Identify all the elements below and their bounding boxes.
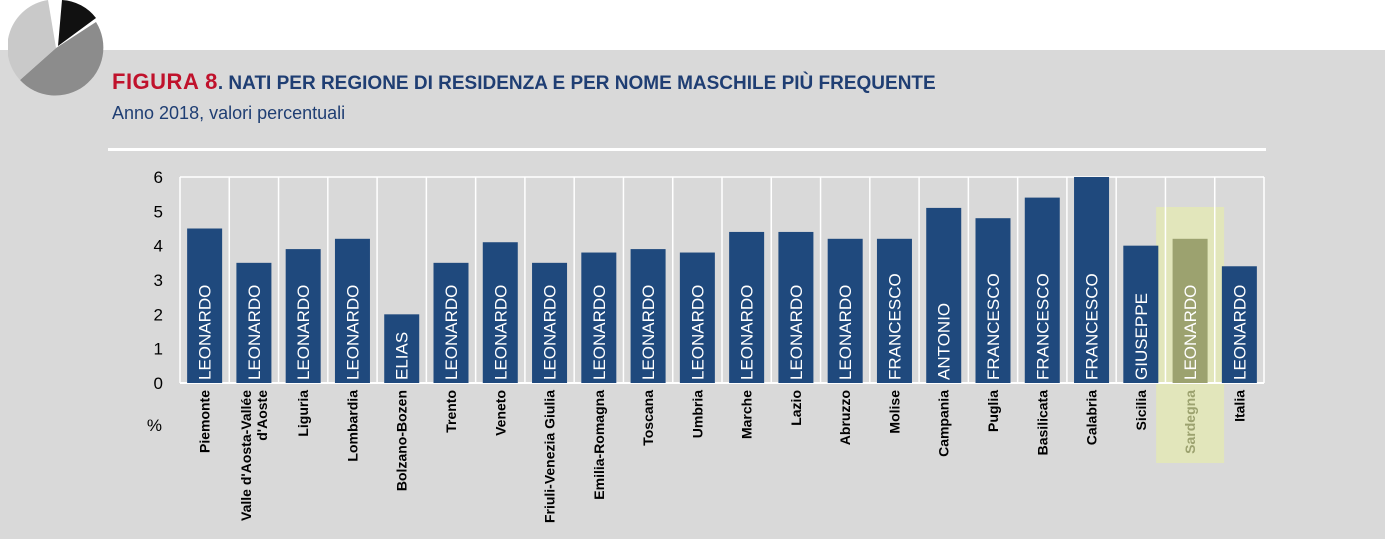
bar-molise	[876, 238, 912, 383]
y-tick-label: 6	[154, 168, 163, 187]
x-category-label: Liguria	[295, 390, 311, 437]
x-category-label: Valle d'Aosta-Vallée	[238, 390, 254, 521]
bar-name-label: LEONARDO	[541, 285, 560, 380]
x-category-label: Italia	[1231, 390, 1247, 422]
bar-name-label: LEONARDO	[738, 285, 757, 380]
bar-lombardia	[334, 238, 370, 383]
bar-name-label: LEONARDO	[442, 285, 461, 380]
x-category-label: Campania	[936, 390, 952, 457]
bar-name-label: LEONARDO	[639, 285, 658, 380]
y-tick-label: 2	[154, 305, 163, 324]
pie-logo-icon	[8, 0, 104, 96]
title-divider	[108, 148, 1266, 151]
bar-name-label: FRANCESCO	[1083, 273, 1102, 380]
bar-name-label: ELIAS	[393, 332, 412, 380]
bar-bolzano-bozen	[384, 314, 420, 383]
x-category-label: Lazio	[788, 390, 804, 426]
figure-label: FIGURA 8	[112, 69, 218, 94]
x-category-label: Sardegna	[1182, 390, 1198, 454]
x-category-label: Bolzano-Bozen	[394, 390, 410, 491]
bar-name-label: FRANCESCO	[1033, 273, 1052, 380]
x-category-label: d'Aoste	[254, 390, 270, 441]
bar-name-label: LEONARDO	[491, 285, 510, 380]
bar-valle-d-aosta-vall-e-d-aoste	[236, 262, 272, 383]
bar-name-label: LEONARDO	[787, 285, 806, 380]
bar-basilicata	[1024, 197, 1060, 383]
bar-marche	[729, 231, 765, 383]
bar-name-label: LEONARDO	[1181, 285, 1200, 380]
x-category-label: Emilia-Romagna	[591, 390, 607, 500]
y-tick-label: 4	[154, 237, 163, 256]
bar-sicilia	[1123, 245, 1159, 383]
bar-sardegna	[1172, 238, 1208, 383]
x-category-label: Umbria	[689, 390, 705, 438]
bar-puglia	[975, 218, 1011, 383]
x-category-label: Toscana	[640, 390, 656, 446]
bar-emilia-romagna	[581, 252, 617, 383]
bar-name-label: LEONARDO	[245, 285, 264, 380]
bar-name-label: LEONARDO	[1230, 285, 1249, 380]
x-category-label: Sicilia	[1133, 390, 1149, 431]
x-category-label: Basilicata	[1034, 390, 1050, 456]
figure-subtitle: Anno 2018, valori percentuali	[112, 103, 346, 123]
y-axis-label: %	[147, 416, 162, 435]
x-category-label: Abruzzo	[837, 390, 853, 445]
bar-trento	[433, 262, 469, 383]
bar-name-label: FRANCESCO	[984, 273, 1003, 380]
x-category-label: Veneto	[492, 390, 508, 436]
x-category-label: Puglia	[985, 390, 1001, 432]
bar-name-label: LEONARDO	[294, 285, 313, 380]
y-tick-label: 0	[154, 374, 163, 393]
x-category-label: Friuli-Venezia Giulia	[542, 390, 558, 523]
x-category-label: Lombardia	[344, 390, 360, 462]
figure-title-text: . NATI PER REGIONE DI RESIDENZA E PER NO…	[217, 73, 936, 94]
bar-name-label: LEONARDO	[590, 285, 609, 380]
bar-umbria	[679, 252, 715, 383]
x-category-label: Marche	[739, 390, 755, 439]
bar-abruzzo	[827, 238, 863, 383]
bar-liguria	[285, 249, 321, 383]
y-tick-label: 5	[154, 202, 163, 221]
y-tick-label: 1	[154, 340, 163, 359]
bar-name-label: LEONARDO	[688, 285, 707, 380]
bar-lazio	[778, 231, 814, 383]
y-tick-label: 3	[154, 271, 163, 290]
bar-piemonte	[187, 228, 223, 383]
bar-name-label: FRANCESCO	[885, 273, 904, 380]
bar-name-label: ANTONIO	[935, 303, 954, 380]
bar-name-label: LEONARDO	[836, 285, 855, 380]
bar-calabria	[1074, 177, 1110, 383]
x-category-label: Molise	[886, 390, 902, 434]
x-category-label: Trento	[443, 390, 459, 433]
bar-italia	[1221, 266, 1257, 383]
bar-toscana	[630, 249, 666, 383]
bar-name-label: LEONARDO	[343, 285, 362, 380]
x-category-label: Piemonte	[197, 390, 213, 453]
figure-title: FIGURA 8. NATI PER REGIONE DI RESIDENZA …	[112, 69, 936, 95]
x-category-label: Calabria	[1084, 390, 1100, 445]
bar-campania	[926, 207, 962, 383]
bar-name-label: GIUSEPPE	[1132, 293, 1151, 380]
bar-veneto	[482, 242, 518, 383]
bar-name-label: LEONARDO	[196, 285, 215, 380]
bar-friuli-venezia-giulia	[532, 262, 568, 383]
